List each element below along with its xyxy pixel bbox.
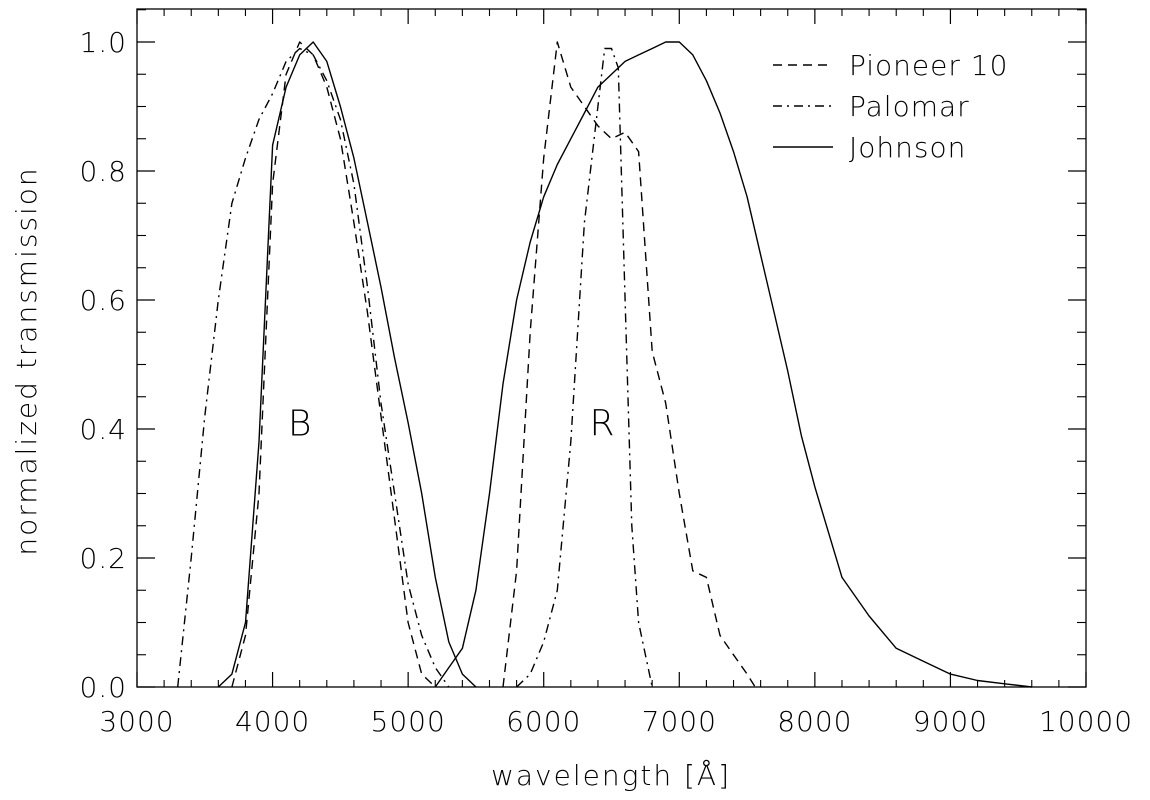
series-line-pioneer-10-b	[231, 41, 436, 688]
x-tick-label: 4000	[235, 705, 310, 738]
x-tick-label: 7000	[642, 705, 717, 738]
x-tick-label: 6000	[506, 705, 581, 738]
y-tick-label: 0.8	[79, 155, 127, 188]
plot-border	[136, 8, 1087, 688]
y-tick-label: 1.0	[79, 26, 127, 59]
plot-frame	[136, 8, 1087, 688]
legend-label: Pioneer 10	[849, 49, 1008, 82]
x-tick-label: 3000	[99, 705, 174, 738]
series-line-johnson-r	[434, 41, 1032, 688]
y-tick-label: 0.0	[79, 671, 127, 704]
y-axis-ticks: 0.0 0.2 0.4 0.6 0.8 1.0	[79, 9, 1086, 704]
legend-label: Palomar	[849, 90, 970, 123]
series-line-palomar-b	[177, 47, 450, 688]
y-tick-label: 0.6	[79, 284, 127, 317]
series-line-pioneer-10-r	[502, 41, 756, 688]
y-tick-label: 0.4	[79, 413, 127, 446]
series-line-palomar-r	[516, 47, 653, 688]
x-axis-ticks: 3000 4000 5000 6000 7000 8000 9000 10000	[99, 9, 1133, 738]
series-layer	[177, 41, 1032, 688]
x-axis-title: wavelength [Å]	[491, 758, 731, 792]
y-axis-title: normalized transmission	[10, 166, 43, 555]
series-line-johnson-b	[217, 41, 477, 688]
band-label-R: R	[590, 404, 615, 445]
x-tick-label: 10000	[1039, 705, 1133, 738]
x-tick-label: 5000	[371, 705, 446, 738]
x-tick-label: 9000	[913, 705, 988, 738]
y-tick-label: 0.2	[79, 542, 127, 575]
legend-label: Johnson	[849, 131, 966, 164]
band-label-B: B	[288, 404, 312, 445]
legend: Pioneer 10 Palomar Johnson	[773, 49, 1008, 164]
x-tick-label: 8000	[777, 705, 852, 738]
